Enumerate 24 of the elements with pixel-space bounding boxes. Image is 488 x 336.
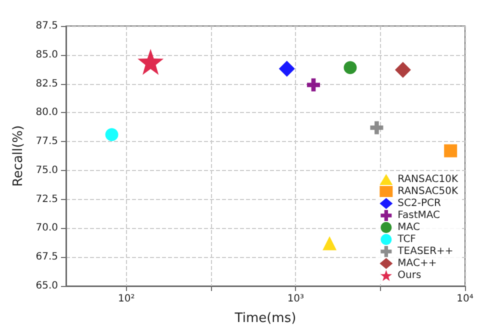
x-tick-label: 10⁴	[456, 294, 474, 304]
y-tick-label: 82.5	[36, 78, 58, 90]
legend-label: MAC++	[398, 258, 437, 269]
legend-label: SC2-PCR	[398, 198, 441, 209]
y-tick-label: 65.0	[36, 280, 58, 292]
y-tick-label: 70.0	[36, 222, 58, 234]
legend-label: MAC	[398, 222, 420, 233]
y-tick-label: 72.5	[36, 194, 58, 205]
x-tick-label: 10³	[287, 294, 304, 304]
y-tick-label: 85.0	[36, 49, 58, 60]
y-tick-label: 67.5	[36, 252, 58, 263]
legend-label: TCF	[396, 234, 416, 245]
y-axis-title: Recall(%)	[10, 125, 26, 187]
y-tick-label: 77.5	[36, 136, 58, 148]
legend-label: Ours	[398, 270, 422, 281]
legend-label: RANSAC50K	[398, 186, 458, 197]
y-tick-label: 80.0	[36, 107, 58, 118]
y-tick-label: 75.0	[36, 164, 58, 176]
legend-label: FastMAC	[398, 210, 440, 221]
y-tick-label: 87.5	[36, 20, 58, 32]
legend-label: TEASER++	[396, 246, 454, 257]
x-axis-title: Time(ms)	[234, 311, 296, 326]
x-tick-label: 10²	[118, 294, 135, 304]
legend-label: RANSAC10K	[398, 174, 458, 185]
